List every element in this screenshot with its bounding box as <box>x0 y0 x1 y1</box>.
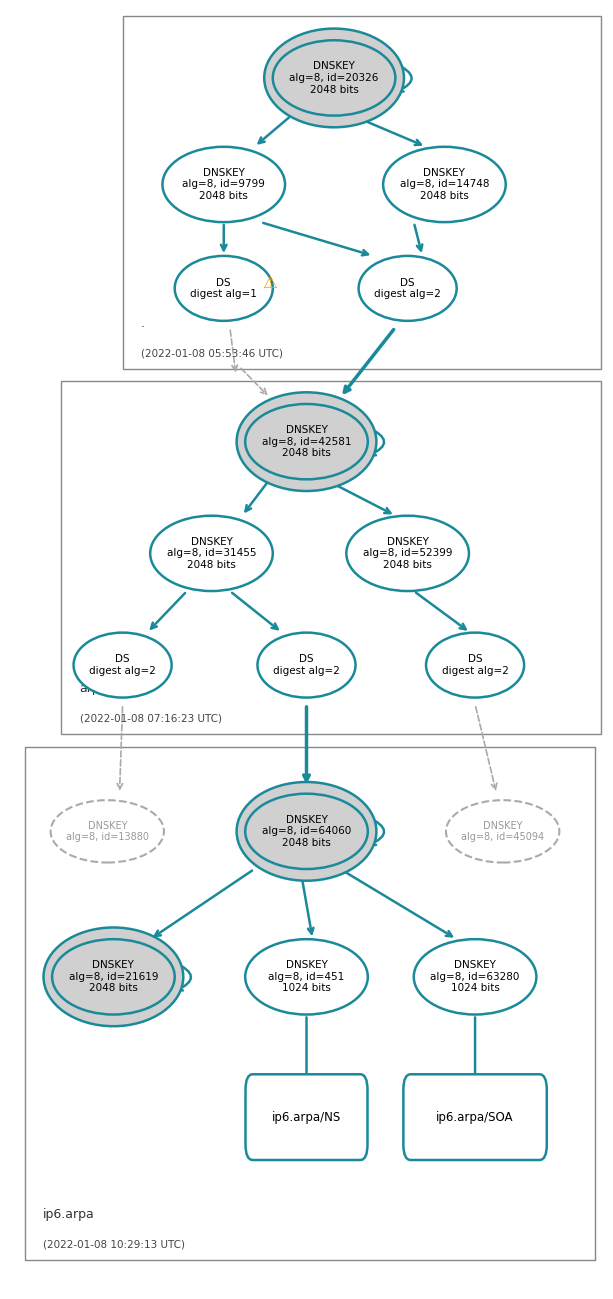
Text: DNSKEY
alg=8, id=9799
2048 bits: DNSKEY alg=8, id=9799 2048 bits <box>182 168 265 201</box>
Ellipse shape <box>237 392 376 491</box>
Text: ⚠: ⚠ <box>262 274 277 292</box>
Ellipse shape <box>257 633 356 698</box>
Ellipse shape <box>245 404 368 479</box>
Ellipse shape <box>346 516 469 591</box>
Ellipse shape <box>273 40 395 116</box>
Text: (2022-01-08 05:53:46 UTC): (2022-01-08 05:53:46 UTC) <box>141 348 283 359</box>
Text: DS
digest alg=2: DS digest alg=2 <box>441 655 509 675</box>
Ellipse shape <box>245 794 368 869</box>
Ellipse shape <box>44 927 183 1026</box>
Ellipse shape <box>359 256 457 321</box>
Text: ip6.arpa: ip6.arpa <box>43 1208 94 1221</box>
Text: DNSKEY
alg=8, id=20326
2048 bits: DNSKEY alg=8, id=20326 2048 bits <box>289 61 379 95</box>
Ellipse shape <box>237 782 376 881</box>
FancyBboxPatch shape <box>403 1074 547 1160</box>
Text: .: . <box>141 317 145 330</box>
Text: DS
digest alg=2: DS digest alg=2 <box>374 278 441 299</box>
FancyBboxPatch shape <box>245 1074 367 1160</box>
Ellipse shape <box>245 939 368 1015</box>
Text: DNSKEY
alg=8, id=42581
2048 bits: DNSKEY alg=8, id=42581 2048 bits <box>262 425 351 459</box>
Text: ip6.arpa/NS: ip6.arpa/NS <box>272 1111 341 1124</box>
Ellipse shape <box>446 800 559 863</box>
Text: DNSKEY
alg=8, id=45094: DNSKEY alg=8, id=45094 <box>461 821 544 842</box>
Text: arpa: arpa <box>80 682 108 695</box>
Ellipse shape <box>150 516 273 591</box>
Ellipse shape <box>50 800 164 863</box>
FancyBboxPatch shape <box>61 381 601 734</box>
Ellipse shape <box>52 939 175 1015</box>
Ellipse shape <box>175 256 273 321</box>
Ellipse shape <box>383 147 506 222</box>
Text: ip6.arpa/SOA: ip6.arpa/SOA <box>436 1111 514 1124</box>
Text: DNSKEY
alg=8, id=13880: DNSKEY alg=8, id=13880 <box>66 821 149 842</box>
FancyBboxPatch shape <box>123 16 601 369</box>
Text: DS
digest alg=1: DS digest alg=1 <box>190 278 257 299</box>
Text: (2022-01-08 10:29:13 UTC): (2022-01-08 10:29:13 UTC) <box>43 1239 185 1250</box>
Ellipse shape <box>414 939 536 1015</box>
Text: DS
digest alg=2: DS digest alg=2 <box>89 655 156 675</box>
Ellipse shape <box>264 29 404 127</box>
Text: (2022-01-08 07:16:23 UTC): (2022-01-08 07:16:23 UTC) <box>80 713 222 724</box>
Text: DS
digest alg=2: DS digest alg=2 <box>273 655 340 675</box>
FancyBboxPatch shape <box>25 747 595 1260</box>
Text: DNSKEY
alg=8, id=21619
2048 bits: DNSKEY alg=8, id=21619 2048 bits <box>69 960 158 994</box>
Text: DNSKEY
alg=8, id=64060
2048 bits: DNSKEY alg=8, id=64060 2048 bits <box>262 814 351 848</box>
Text: DNSKEY
alg=8, id=31455
2048 bits: DNSKEY alg=8, id=31455 2048 bits <box>167 536 256 570</box>
Text: DNSKEY
alg=8, id=52399
2048 bits: DNSKEY alg=8, id=52399 2048 bits <box>363 536 452 570</box>
Ellipse shape <box>74 633 172 698</box>
Text: DNSKEY
alg=8, id=63280
1024 bits: DNSKEY alg=8, id=63280 1024 bits <box>430 960 520 994</box>
Text: DNSKEY
alg=8, id=451
1024 bits: DNSKEY alg=8, id=451 1024 bits <box>268 960 345 994</box>
Ellipse shape <box>426 633 524 698</box>
Ellipse shape <box>162 147 285 222</box>
Text: DNSKEY
alg=8, id=14748
2048 bits: DNSKEY alg=8, id=14748 2048 bits <box>400 168 489 201</box>
